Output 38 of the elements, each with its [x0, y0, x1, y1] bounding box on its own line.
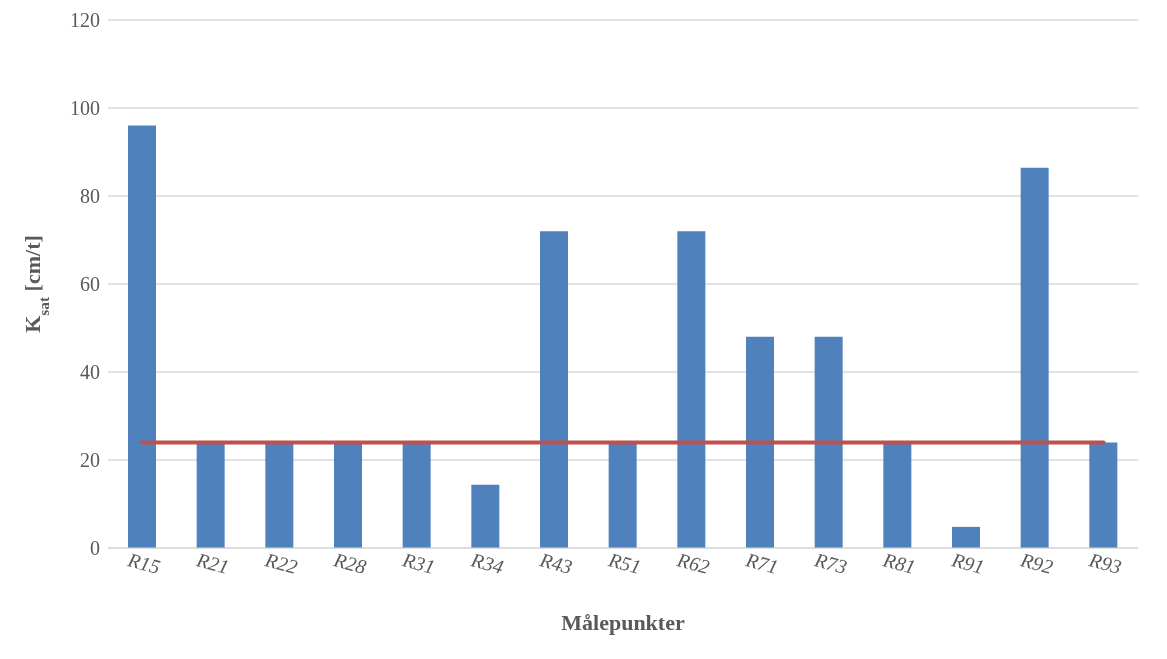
- bar: [196, 442, 225, 548]
- x-tick-label: R71: [742, 548, 781, 579]
- x-tick-label: R81: [880, 548, 918, 579]
- bar: [814, 336, 843, 548]
- x-tick-label: R43: [536, 548, 575, 579]
- x-tick-label: R62: [674, 548, 712, 579]
- bar: [540, 231, 568, 548]
- x-tick-label: R22: [262, 548, 300, 579]
- bar: [608, 442, 637, 548]
- x-tick-label: R73: [811, 548, 850, 579]
- bar: [402, 442, 431, 548]
- x-tick-label: R28: [330, 548, 369, 579]
- x-tick-label: R92: [1017, 548, 1056, 579]
- bar: [128, 125, 156, 548]
- x-tick-label: R51: [605, 548, 644, 579]
- bar: [471, 484, 500, 548]
- bar: [334, 442, 362, 548]
- x-axis-title: Målepunkter: [561, 610, 685, 635]
- bar: [1020, 167, 1049, 548]
- y-tick-label: 60: [80, 273, 100, 296]
- y-tick-label: 100: [70, 97, 100, 120]
- x-tick-label: R31: [399, 548, 438, 579]
- y-tick-label: 20: [80, 449, 100, 472]
- x-tick-label: R91: [948, 548, 987, 579]
- bar: [1089, 442, 1118, 548]
- x-tick-label: R21: [193, 548, 232, 579]
- bar: [746, 336, 774, 548]
- y-tick-label: 80: [80, 185, 100, 208]
- x-tick-label: R15: [124, 548, 163, 579]
- y-tick-label: 120: [70, 9, 100, 32]
- x-tick-label: R34: [468, 548, 506, 579]
- y-tick-label: 40: [80, 361, 100, 384]
- x-tick-label: R93: [1086, 548, 1124, 579]
- bar: [265, 442, 294, 548]
- bar: [883, 442, 912, 548]
- bar: [952, 526, 980, 548]
- y-tick-label: 0: [90, 537, 100, 560]
- bar: [677, 231, 706, 548]
